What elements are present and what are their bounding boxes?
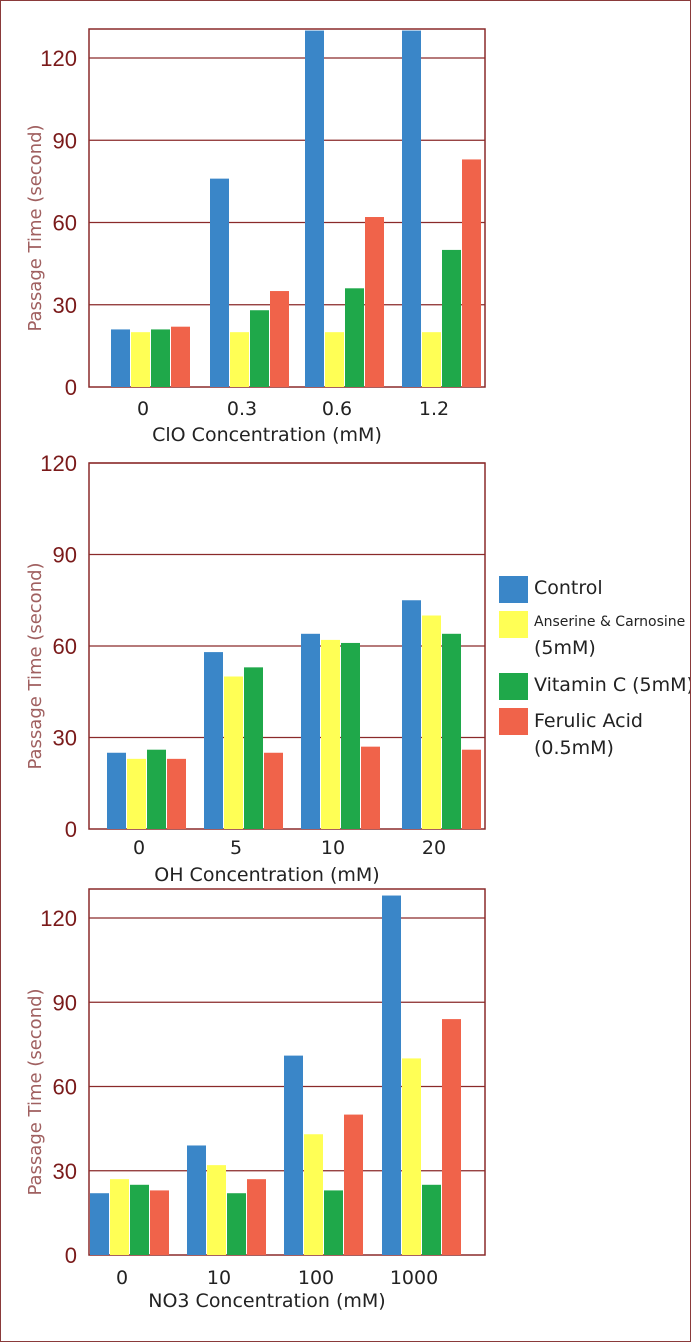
bar — [150, 1190, 169, 1255]
bar — [131, 332, 150, 387]
y-axis-label: Passage Time (second) — [25, 988, 46, 1195]
bar — [402, 30, 421, 387]
bar — [127, 758, 146, 829]
y-tick-label: 60 — [53, 634, 77, 659]
y-tick-label: 90 — [53, 128, 77, 153]
bar — [187, 1145, 206, 1255]
bar — [171, 326, 190, 387]
bar — [462, 749, 481, 829]
bar — [462, 159, 481, 387]
bar — [264, 752, 283, 829]
y-tick-label: 120 — [40, 906, 77, 931]
y-tick-label: 0 — [65, 817, 77, 842]
bar — [227, 1193, 246, 1255]
x-axis-label: NO3 Concentration (mM) — [148, 1290, 385, 1312]
bar — [224, 676, 243, 829]
bar — [107, 752, 126, 829]
legend-swatch — [499, 611, 528, 638]
legend-swatch — [499, 708, 528, 735]
bar — [270, 291, 289, 387]
x-tick-label: 0 — [133, 837, 145, 859]
bar — [341, 642, 360, 829]
bar — [250, 310, 269, 387]
x-tick-label: 100 — [298, 1267, 334, 1289]
bar — [305, 30, 324, 387]
legend-label: Vitamin C (5mM) — [534, 674, 690, 696]
y-tick-label: 60 — [53, 211, 77, 236]
bar — [147, 749, 166, 829]
bar — [344, 1114, 363, 1255]
bar — [325, 332, 344, 387]
y-tick-label: 30 — [53, 726, 77, 751]
x-axis-label: ClO Concentration (mM) — [152, 424, 382, 446]
y-tick-label: 120 — [40, 451, 77, 476]
bar — [304, 1134, 323, 1255]
y-tick-label: 30 — [53, 1159, 77, 1184]
y-tick-label: 30 — [53, 293, 77, 318]
bar — [365, 217, 384, 387]
bar — [90, 1193, 109, 1255]
x-tick-label: 0 — [116, 1267, 128, 1289]
y-axis-label: Passage Time (second) — [25, 124, 46, 331]
legend-swatch — [499, 576, 528, 603]
bar — [382, 895, 401, 1255]
bar — [151, 329, 170, 387]
legend-label: Ferulic Acid — [534, 710, 643, 732]
bar — [442, 249, 461, 387]
x-tick-label: 0.6 — [322, 398, 352, 420]
bar — [110, 1179, 129, 1255]
x-tick-label: 1.2 — [419, 398, 449, 420]
x-tick-label: 5 — [230, 837, 242, 859]
bar — [207, 1165, 226, 1255]
y-tick-label: 90 — [53, 543, 77, 568]
bar — [361, 746, 380, 829]
bar — [167, 758, 186, 829]
bar — [402, 600, 421, 829]
legend-label: (0.5mM) — [534, 737, 614, 759]
y-tick-label: 120 — [40, 46, 77, 71]
legend-label: Control — [534, 577, 603, 599]
bar — [422, 332, 441, 387]
y-tick-label: 0 — [65, 1243, 77, 1268]
x-tick-label: 0 — [137, 398, 149, 420]
bar — [244, 667, 263, 829]
bar — [210, 178, 229, 387]
bar — [284, 1055, 303, 1255]
bar — [345, 288, 364, 387]
bar — [402, 1058, 421, 1255]
bar — [321, 639, 340, 829]
bar — [442, 633, 461, 829]
y-tick-label: 60 — [53, 1075, 77, 1100]
x-tick-label: 0.3 — [227, 398, 257, 420]
bar — [324, 1190, 343, 1255]
x-tick-label: 1000 — [390, 1267, 438, 1289]
y-tick-label: 90 — [53, 990, 77, 1015]
x-tick-label: 10 — [321, 837, 345, 859]
x-tick-label: 10 — [207, 1267, 231, 1289]
legend-label: (5mM) — [534, 637, 596, 659]
legend-swatch — [499, 673, 528, 700]
legend-label: Anserine & Carnosine — [534, 614, 685, 630]
bar — [301, 633, 320, 829]
bar — [247, 1179, 266, 1255]
bar — [111, 329, 130, 387]
bar — [130, 1184, 149, 1255]
bar — [204, 652, 223, 829]
bar — [442, 1019, 461, 1255]
x-tick-label: 20 — [422, 837, 446, 859]
bar — [422, 1184, 441, 1255]
bar — [422, 615, 441, 829]
x-axis-label: OH Concentration (mM) — [154, 864, 379, 886]
bar — [230, 332, 249, 387]
y-tick-label: 0 — [65, 375, 77, 400]
y-axis-label: Passage Time (second) — [25, 562, 46, 769]
